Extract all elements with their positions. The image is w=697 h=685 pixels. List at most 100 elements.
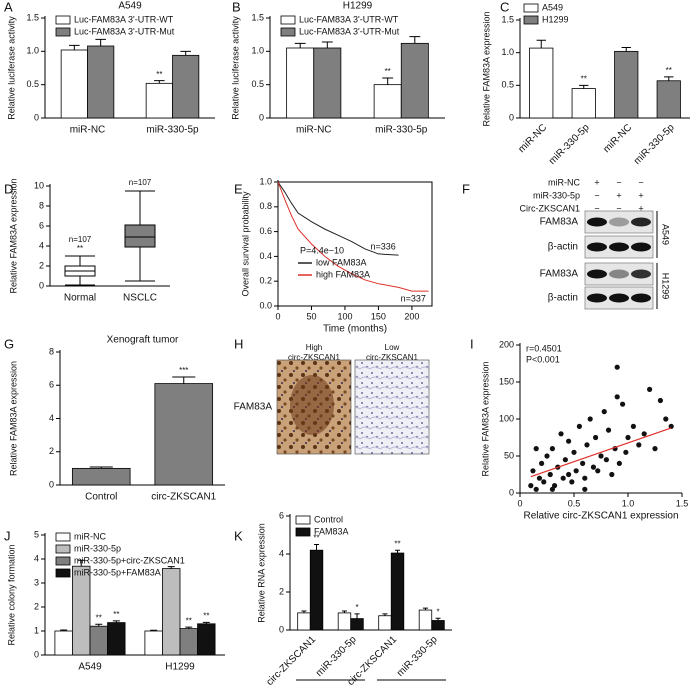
blot-band xyxy=(631,217,651,227)
bar xyxy=(378,615,392,631)
point xyxy=(533,486,539,492)
x-tick-label: 0 xyxy=(275,311,280,321)
point xyxy=(614,394,620,400)
point xyxy=(603,457,610,463)
significance-label: * xyxy=(436,607,439,616)
band-label: FAM83A xyxy=(540,269,579,280)
y-tick-label: 0.4 xyxy=(259,251,272,261)
band-label: FAM83A xyxy=(540,217,579,228)
blot-strip xyxy=(584,262,654,286)
y-tick-label: 4 xyxy=(34,553,39,563)
x-tick-label: 100 xyxy=(337,311,352,321)
legend-swatch xyxy=(55,27,71,37)
panel-letter: K xyxy=(234,528,243,543)
x-tick-label: H1299 xyxy=(165,662,195,673)
x-tick-label: 0 xyxy=(517,498,522,508)
point xyxy=(539,460,545,466)
legend-swatch xyxy=(523,3,539,13)
y-tick-label: 1.5 xyxy=(251,12,264,22)
bar xyxy=(337,612,352,631)
significance-label: ** xyxy=(186,616,192,625)
y-tick-label: 1.0 xyxy=(259,176,272,186)
y-tick-label: 10 xyxy=(34,180,44,190)
blot-band xyxy=(587,242,607,252)
bar xyxy=(529,47,554,119)
bar xyxy=(107,622,126,656)
error-bar xyxy=(202,621,210,624)
point xyxy=(609,471,615,478)
panel-letter: E xyxy=(234,181,243,196)
y-tick-label: 3 xyxy=(34,577,39,587)
error-bar xyxy=(621,46,631,52)
legend-swatch xyxy=(523,15,539,25)
error-bar xyxy=(395,549,401,554)
x-tick-label: miR-330-5p xyxy=(375,125,428,136)
y-tick-label: 0.5 xyxy=(501,80,514,90)
x-tick-label: Control xyxy=(85,492,117,503)
bar xyxy=(71,467,131,486)
y-tick-label: 4 xyxy=(39,240,44,250)
point xyxy=(657,397,664,404)
y-tick-label: 100 xyxy=(499,413,514,423)
x-tick-label: miR-330-5p xyxy=(632,122,677,167)
y-tick-label: 6 xyxy=(279,510,284,520)
error-bar xyxy=(69,44,80,50)
x-tick-label: circ-ZKSCAN1 xyxy=(151,492,216,503)
point xyxy=(652,446,658,452)
image-label: circ-ZKSCAN1 xyxy=(366,353,419,362)
y-tick-label: 2 xyxy=(279,586,284,596)
treatment-label: Circ-ZKSCAN1 xyxy=(519,203,580,213)
treatment-label: miR-330-5p xyxy=(533,190,580,200)
legend-swatch xyxy=(55,532,71,542)
legend-label: Luc-FAM83A 3'-UTR-WT xyxy=(74,14,174,24)
x-axis-label: Relative circ-ZKSCAN1 expression xyxy=(523,511,678,522)
significance-label: ** xyxy=(156,70,162,79)
x-tick-label: miR-NC xyxy=(296,125,332,136)
bar xyxy=(172,54,200,119)
p-value: P=4.4e−10 xyxy=(300,245,344,255)
y-tick-label: 0.5 xyxy=(251,79,264,89)
x-tick-label: miR-330-5p xyxy=(395,634,440,679)
bar xyxy=(144,630,163,656)
treatment-sign: + xyxy=(638,203,643,213)
y-tick-label: 6 xyxy=(39,220,44,230)
point xyxy=(562,457,568,463)
point xyxy=(584,442,590,448)
survival-curve xyxy=(277,181,429,292)
point xyxy=(636,442,642,448)
legend-swatch xyxy=(55,568,71,578)
legend-swatch xyxy=(280,27,296,37)
blot-band xyxy=(587,269,607,279)
x-tick-label: circ-ZKSCAN1 xyxy=(264,634,318,685)
point xyxy=(573,468,579,474)
error-bar xyxy=(422,607,428,611)
box xyxy=(124,224,156,248)
legend-label: miR-330-5p xyxy=(74,543,121,553)
bar xyxy=(656,80,681,119)
bar xyxy=(297,612,311,631)
legend-swatch xyxy=(55,15,71,25)
legend-label: H1299 xyxy=(542,14,569,24)
n-label: n=337 xyxy=(401,293,426,303)
error-bar xyxy=(95,38,106,46)
error-bar xyxy=(89,466,113,469)
blot-band xyxy=(587,217,607,227)
legend-label: Luc-FAM83A 3'-UTR-Mut xyxy=(74,26,175,36)
y-tick-label: 0 xyxy=(39,280,44,290)
treatment-sign: − xyxy=(616,177,621,187)
legend-swatch xyxy=(280,15,296,25)
point xyxy=(566,438,572,444)
point xyxy=(571,449,577,455)
y-tick-label: 1 xyxy=(34,625,39,635)
significance-label: * xyxy=(355,603,358,612)
panel-letter: J xyxy=(4,528,11,543)
error-bar xyxy=(185,626,193,629)
point xyxy=(530,468,536,474)
bar xyxy=(145,82,173,119)
point xyxy=(533,446,539,452)
point xyxy=(569,479,575,485)
x-tick-label: 200 xyxy=(404,311,419,321)
legend-label: Control xyxy=(314,514,343,524)
error-bar xyxy=(664,76,674,81)
y-tick-label: 0 xyxy=(49,479,54,489)
